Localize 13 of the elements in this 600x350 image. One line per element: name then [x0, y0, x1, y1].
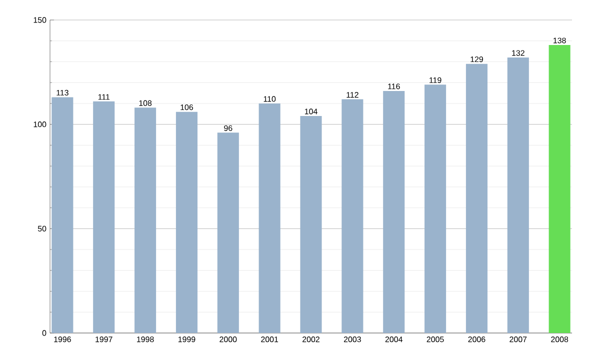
bar [134, 108, 156, 333]
bar [258, 103, 280, 333]
bar [342, 99, 364, 333]
bar [217, 132, 239, 333]
bar [424, 84, 446, 333]
bar [176, 112, 198, 333]
bar [548, 45, 570, 333]
bar [52, 97, 74, 333]
bar [300, 116, 322, 333]
bar [466, 64, 488, 333]
bar [507, 58, 529, 333]
bar [93, 101, 115, 333]
bar [383, 90, 405, 333]
